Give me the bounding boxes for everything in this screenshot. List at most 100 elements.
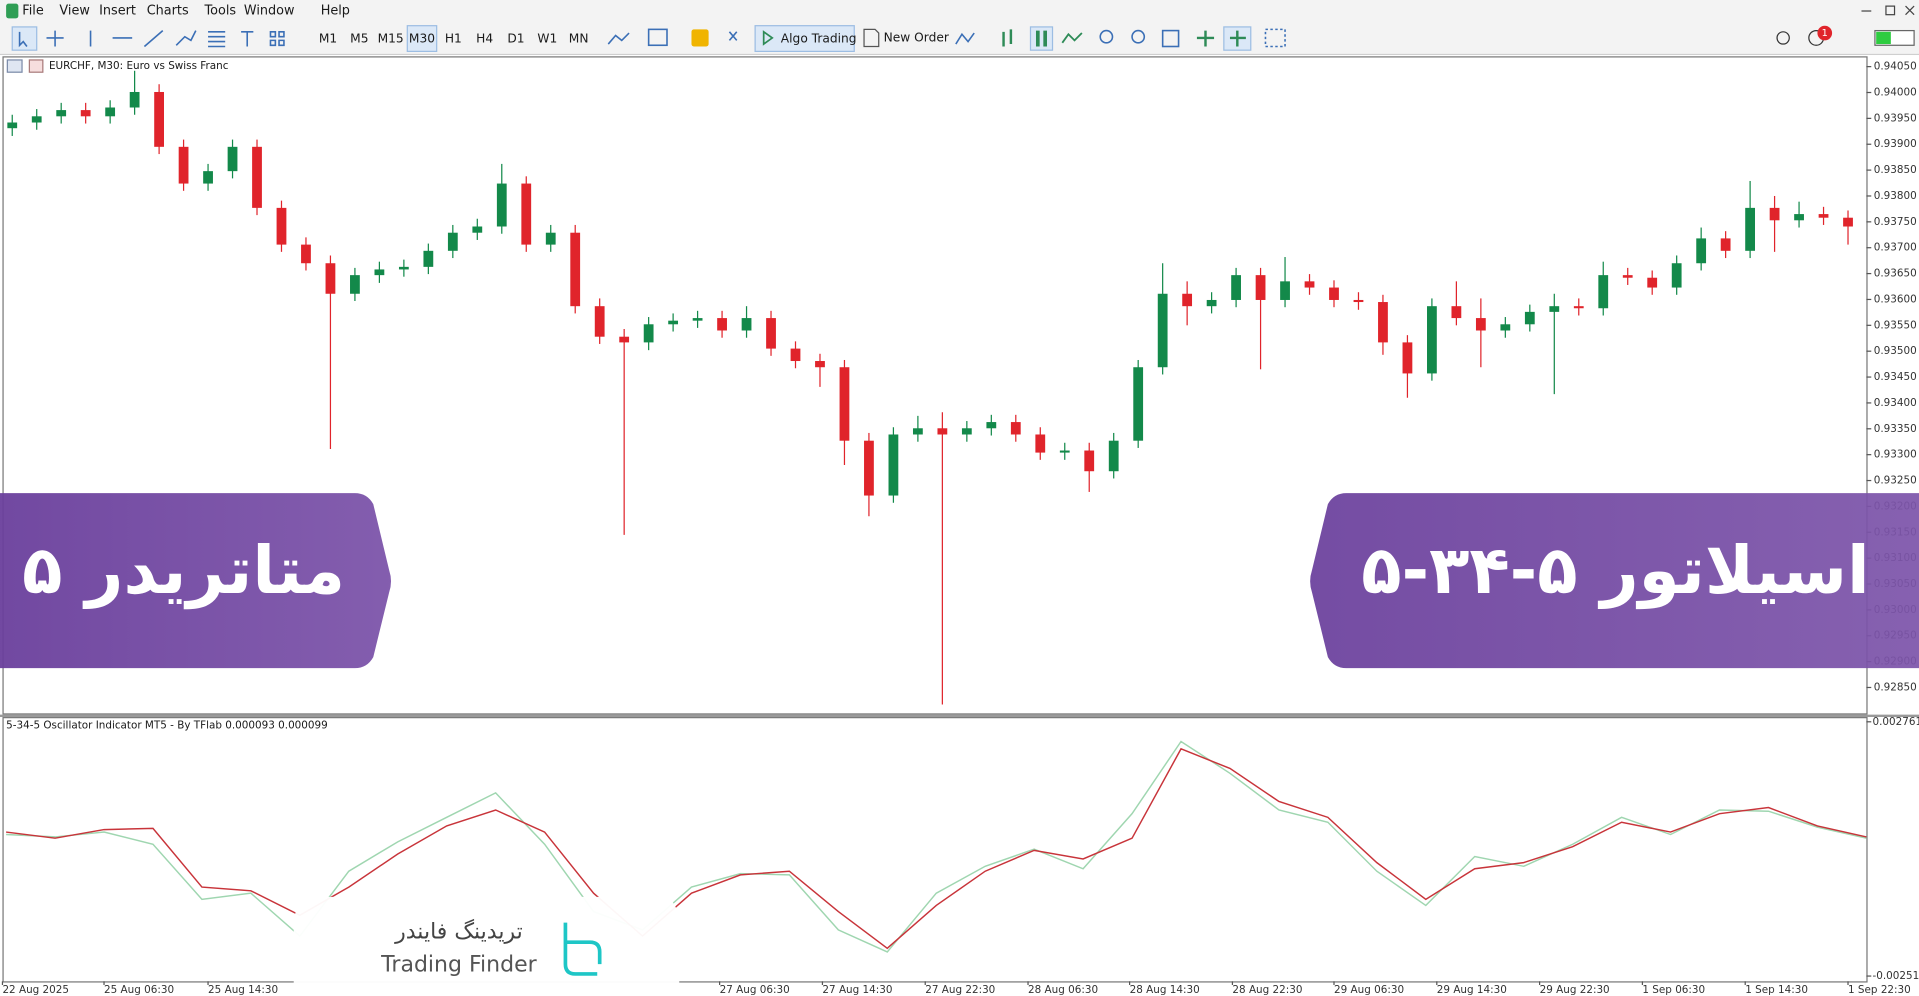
candle-body <box>1010 422 1021 435</box>
menu-item[interactable]: Window <box>244 4 295 19</box>
screenshot-button[interactable] <box>1264 28 1286 48</box>
candle-body <box>7 122 18 129</box>
candle-body <box>227 146 238 172</box>
candle-body <box>937 428 948 435</box>
timeframe-button[interactable]: M1 <box>319 32 337 46</box>
y-tick-label: 0.93450 <box>1874 371 1917 383</box>
menu-item[interactable]: Tools <box>203 4 236 19</box>
menu-items: File View Insert Charts Tools Window Help <box>22 4 350 19</box>
candle-body <box>839 367 850 441</box>
y-tick-label: 0.93900 <box>1874 138 1917 150</box>
menu-item[interactable]: File <box>22 4 44 19</box>
candle-body <box>105 107 116 117</box>
signals-button[interactable] <box>955 32 975 45</box>
y-tick-label: 0.93700 <box>1874 242 1917 254</box>
logo-name-fa: تریدینگ فایندر <box>394 918 523 944</box>
timeframe-button[interactable]: M15 <box>378 32 404 46</box>
menu-item[interactable]: Insert <box>99 4 136 19</box>
x-tick-label: 29 Aug 22:30 <box>1540 984 1610 996</box>
y-tick-label: 0.93500 <box>1874 345 1917 357</box>
candle-body <box>1231 275 1241 300</box>
market-button[interactable] <box>691 29 709 47</box>
cursor-tool[interactable] <box>11 26 38 51</box>
zoom-out-button[interactable] <box>1131 29 1146 44</box>
signal-level <box>1876 31 1891 45</box>
zoom-in-button[interactable] <box>1099 29 1114 44</box>
timeframe-button[interactable]: M30 <box>409 32 435 46</box>
candle-body <box>521 183 532 245</box>
candle-body <box>790 348 801 362</box>
candle-body <box>1500 324 1511 331</box>
candle-body <box>741 318 752 331</box>
candle-body <box>1157 293 1168 368</box>
candle-body <box>692 318 703 321</box>
timeframe-button[interactable]: D1 <box>507 32 524 46</box>
x-tick-label: 29 Aug 06:30 <box>1334 984 1404 996</box>
candle-body <box>961 428 972 435</box>
candle-body <box>1084 450 1095 472</box>
y-tick-label: 0.93250 <box>1874 475 1917 487</box>
candle-body <box>1794 214 1804 221</box>
search-button[interactable] <box>1776 31 1790 45</box>
lines-tool[interactable] <box>175 30 197 46</box>
restore-button[interactable] <box>1885 5 1896 16</box>
candle-body <box>276 207 287 245</box>
candle-body <box>178 146 189 184</box>
candle-body <box>1378 302 1388 343</box>
line-chart-button[interactable] <box>1061 32 1083 44</box>
timeframe-button[interactable]: M5 <box>350 32 368 46</box>
trendline-tool[interactable] <box>143 29 164 48</box>
right-banner <box>1310 493 1919 669</box>
x-tick-label: 1 Sep 22:30 <box>1848 984 1911 996</box>
candle-body <box>643 324 654 343</box>
candle-body <box>619 336 630 343</box>
algo-trading-label[interactable]: Algo Trading <box>781 32 857 46</box>
text-tool[interactable] <box>241 31 254 47</box>
candle-body <box>1745 207 1756 251</box>
y-tick-label: -0.002511 <box>1872 970 1919 982</box>
candle-body <box>1843 217 1853 227</box>
y-tick-label: 0.93650 <box>1874 268 1917 280</box>
crosshair-tool[interactable] <box>46 30 64 47</box>
candle-body <box>496 183 507 227</box>
x-tick-label: 27 Aug 22:30 <box>925 984 995 996</box>
timeframe-button[interactable]: H4 <box>476 32 493 46</box>
menu-item[interactable]: Help <box>321 4 350 19</box>
candle-body <box>31 116 42 123</box>
bar-chart-button[interactable] <box>1002 29 1013 47</box>
autotrading-icon[interactable] <box>728 31 738 41</box>
close-button[interactable] <box>1905 5 1915 16</box>
autoscroll-button[interactable] <box>1196 30 1215 47</box>
y-tick-label: 0.93800 <box>1874 190 1917 202</box>
y-tick-label: 0.93950 <box>1874 112 1917 124</box>
timeframe-button[interactable]: W1 <box>537 32 557 46</box>
candle-body <box>301 244 311 264</box>
candle-body <box>1255 275 1266 300</box>
x-tick-label: 28 Aug 14:30 <box>1130 984 1200 996</box>
new-order-label[interactable]: New Order <box>884 30 950 44</box>
templates-button[interactable] <box>647 28 668 47</box>
y-tick-label: 0.93300 <box>1874 449 1917 461</box>
tile-button[interactable] <box>1161 29 1180 48</box>
candle-body <box>374 269 385 276</box>
timeframe-button[interactable]: MN <box>569 32 589 46</box>
toolbar-icons <box>11 25 1915 51</box>
candle-body <box>1769 207 1780 221</box>
menu-item[interactable]: Charts <box>147 4 189 19</box>
candle-body <box>1598 275 1609 309</box>
oscillator-title: 5-34-5 Oscillator Indicator MT5 - By TFl… <box>6 720 328 732</box>
candle-body <box>80 110 91 117</box>
fibo-tool[interactable] <box>208 31 226 48</box>
candle-body <box>1451 306 1462 319</box>
candle-body <box>154 91 164 147</box>
indicators-button[interactable] <box>607 32 630 45</box>
menu-bar <box>0 0 1919 23</box>
timeframe-button[interactable]: H1 <box>445 32 462 46</box>
candle-chart-button[interactable] <box>1029 26 1054 51</box>
candle-body <box>325 263 336 294</box>
candle-body <box>1818 214 1829 218</box>
shapes-tool[interactable] <box>269 31 285 47</box>
candle-body <box>1647 277 1658 288</box>
menu-item[interactable]: View <box>59 4 89 19</box>
